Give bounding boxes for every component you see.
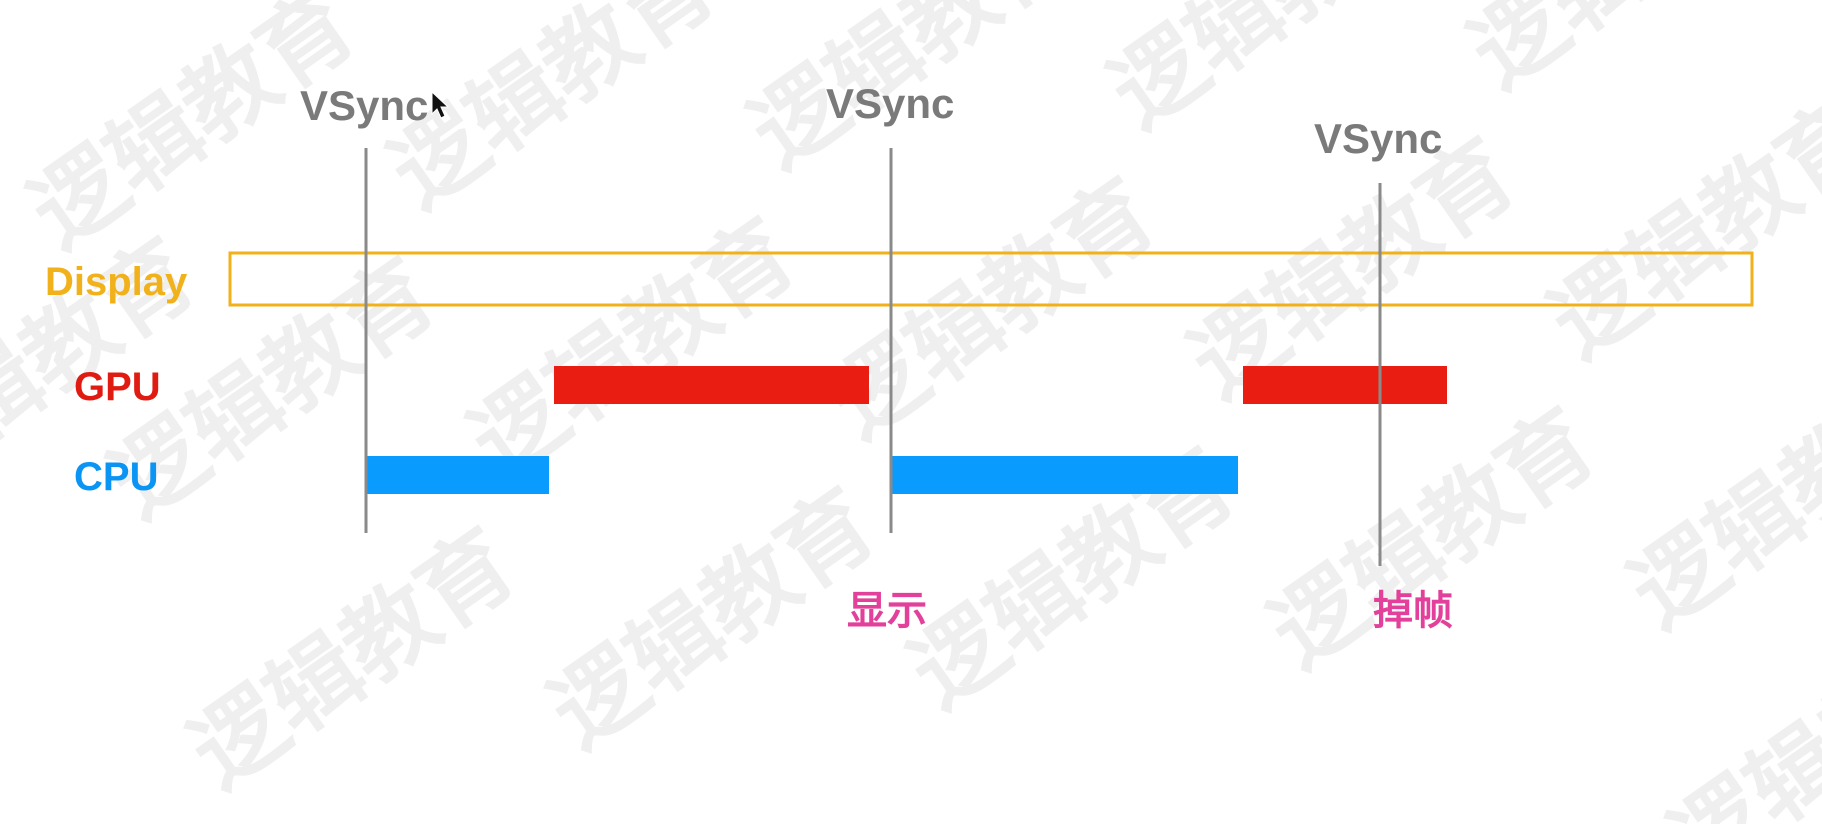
- watermark-text: 逻辑教育: [171, 509, 534, 808]
- display-label: Display: [45, 260, 188, 304]
- watermark-text: 逻辑教育: [1451, 0, 1814, 108]
- cpu-bar-1: [366, 456, 549, 494]
- cpu-bar-2: [892, 456, 1238, 494]
- frame-drop-annotation: 掉帧: [1373, 588, 1453, 634]
- watermark-text: 逻辑教育: [451, 199, 814, 498]
- shown-annotation: 显示: [847, 588, 927, 634]
- display-lane-box: [228, 251, 1754, 307]
- watermark-text: 逻辑教育: [1251, 389, 1614, 688]
- watermark-text: 逻辑教育: [811, 159, 1174, 458]
- gpu-bar-1: [554, 366, 869, 404]
- mouse-pointer-icon: [431, 90, 450, 119]
- watermark-text: 逻辑教育: [531, 469, 894, 768]
- cpu-label: CPU: [74, 455, 158, 499]
- vsync-label-2: VSync: [826, 80, 954, 127]
- gpu-bar-2: [1243, 366, 1447, 404]
- watermark-text: 逻辑教育: [1611, 349, 1822, 648]
- gpu-label: GPU: [74, 365, 161, 409]
- watermark-text: 逻辑教育: [11, 0, 374, 268]
- vsync-label-3: VSync: [1314, 115, 1442, 162]
- watermark-text: 逻辑教育: [1531, 79, 1822, 378]
- vsync-label-1: VSync: [300, 82, 428, 129]
